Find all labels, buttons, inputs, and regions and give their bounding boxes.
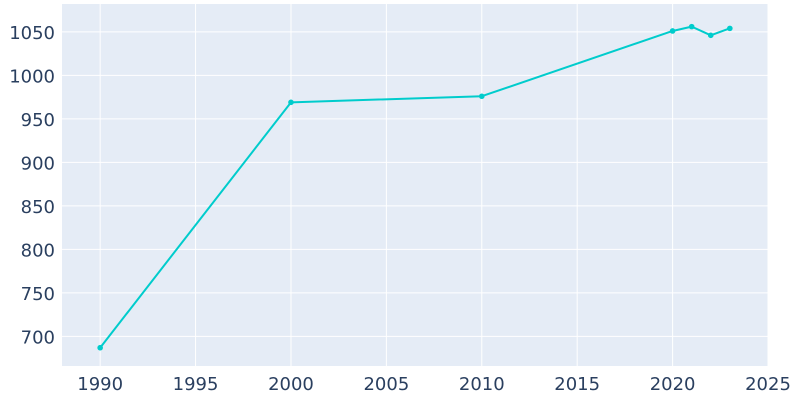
x-tick-labels: 1990 1995 2000 2005 2010 2015 2020 2025 — [77, 374, 791, 395]
series-layer — [97, 23, 733, 351]
x-tick-label-1995: 1995 — [173, 374, 219, 395]
data-point-2021 — [688, 23, 695, 30]
data-point-2023 — [727, 25, 733, 32]
x-tick-label-2020: 2020 — [650, 374, 696, 395]
data-point-1990 — [97, 344, 103, 351]
y-tick-label-1000: 1000 — [9, 66, 55, 87]
data-point-2010 — [478, 93, 485, 100]
y-gridlines — [62, 31, 768, 337]
y-tick-label-900: 900 — [21, 153, 55, 174]
y-tick-label-700: 700 — [21, 327, 55, 348]
y-tick-labels: 700 750 800 850 900 950 1000 1050 — [9, 23, 55, 349]
plot-background — [62, 4, 768, 366]
y-tick-label-1050: 1050 — [9, 23, 55, 44]
data-point-2022 — [707, 32, 714, 39]
data-point-2000 — [288, 99, 294, 106]
x-tick-label-2000: 2000 — [268, 374, 314, 395]
x-tick-label-2010: 2010 — [459, 374, 505, 395]
x-tick-label-2025: 2025 — [745, 374, 791, 395]
x-tick-label-2015: 2015 — [554, 374, 600, 395]
y-tick-label-950: 950 — [21, 110, 55, 131]
x-tick-label-1990: 1990 — [77, 374, 123, 395]
data-point-2020 — [669, 28, 676, 34]
y-tick-label-750: 750 — [21, 284, 55, 305]
y-tick-label-800: 800 — [21, 240, 55, 261]
y-tick-label-850: 850 — [21, 197, 55, 218]
x-tick-label-2005: 2005 — [363, 374, 409, 395]
